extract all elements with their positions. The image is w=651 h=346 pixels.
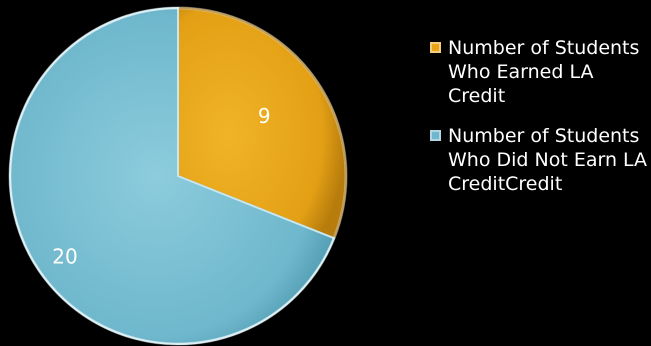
legend: Number of Students Who Earned LA Credit … bbox=[430, 36, 650, 212]
legend-item-not-earned: Number of Students Who Did Not Earn LA C… bbox=[430, 124, 650, 196]
data-label-not-earned: 20 bbox=[52, 245, 77, 269]
pie-rim bbox=[8, 6, 348, 346]
pie-slice-earned bbox=[177, 6, 347, 240]
slices-layer bbox=[8, 6, 348, 346]
legend-swatch-earned bbox=[430, 42, 441, 53]
legend-swatch-not-earned bbox=[430, 130, 441, 141]
pie-slice-not-earned bbox=[9, 6, 336, 345]
data-label-earned: 9 bbox=[258, 104, 271, 128]
data-labels-layer: 9 20 bbox=[52, 104, 270, 268]
legend-item-earned: Number of Students Who Earned LA Credit bbox=[430, 36, 650, 108]
legend-label-earned: Number of Students Who Earned LA Credit bbox=[448, 37, 640, 107]
legend-label-not-earned: Number of Students Who Did Not Earn LA C… bbox=[448, 125, 648, 195]
